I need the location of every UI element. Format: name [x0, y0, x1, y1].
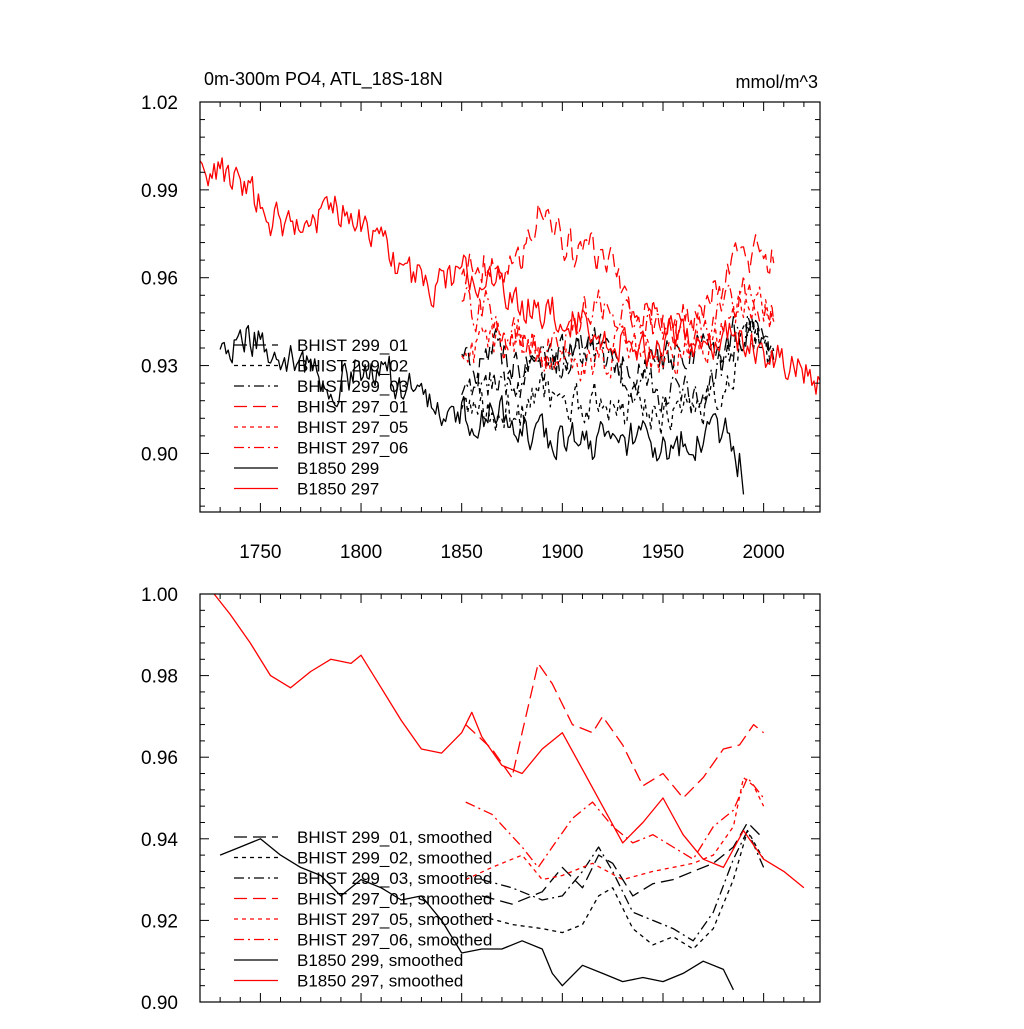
y-tick-label: 1.02 [141, 93, 178, 114]
legend-item: BHIST 299_01 [234, 336, 408, 355]
legend-item: B1850 299, smoothed [234, 951, 463, 970]
legend-item: BHIST 297_01 [234, 398, 408, 417]
series-line-4 [461, 203, 775, 345]
y-tick-label: 0.98 [141, 667, 178, 688]
y-tick-label: 1.00 [141, 585, 178, 606]
series-layer [213, 594, 805, 991]
legend-label: B1850 297 [297, 480, 379, 499]
legend-item: BHIST 299_02 [234, 357, 408, 376]
legend-label: B1850 297, smoothed [297, 972, 463, 991]
y-tick-label: 0.92 [141, 911, 178, 932]
y-tick-label: 0.99 [141, 181, 178, 202]
legend-label: BHIST 297_05 [297, 418, 408, 437]
legend-item: BHIST 299_03 [234, 377, 408, 396]
legend-item: BHIST 297_01, smoothed [234, 890, 492, 909]
series-line-2 [461, 321, 775, 436]
series-line-4 [465, 662, 765, 799]
series-line-8 [213, 594, 805, 889]
series-line-6 [465, 776, 765, 869]
legend-label: BHIST 299_01 [297, 336, 408, 355]
legend-item: B1850 297, smoothed [234, 972, 463, 991]
legend-item: BHIST 297_06 [234, 439, 408, 458]
y-tick-label: 0.96 [141, 269, 178, 290]
legend-label: BHIST 297_05, smoothed [297, 910, 492, 929]
legend-label: B1850 299, smoothed [297, 951, 463, 970]
x-tick-label: 1800 [340, 542, 382, 563]
legend-item: BHIST 299_03, smoothed [234, 869, 492, 888]
legend-item: B1850 299 [234, 459, 379, 478]
y-tick-label: 0.90 [141, 993, 178, 1014]
series-line-3 [461, 314, 775, 415]
legend-label: BHIST 297_01, smoothed [297, 890, 492, 909]
panel-1: 1750 1800 1850 1900 1950 2000 0.90 0.93 0.96 0.99… [141, 69, 821, 563]
series-line-6 [461, 275, 775, 372]
x-tick-label: 1750 [239, 542, 281, 563]
legend-item: BHIST 299_02, smoothed [234, 849, 492, 868]
legend-label: BHIST 299_01, smoothed [297, 828, 492, 847]
legend-item: BHIST 297_05, smoothed [234, 910, 492, 929]
legend-label: BHIST 297_06, smoothed [297, 931, 492, 950]
plot-frame [199, 101, 821, 513]
legend-label: BHIST 297_06 [297, 439, 408, 458]
x-tick-label: 1950 [642, 542, 684, 563]
legend-item: BHIST 297_06, smoothed [234, 931, 492, 950]
panel-2: 0.90 0.92 0.94 0.96 0.98 1.00 BHIST 299_01, sm… [141, 585, 821, 1014]
y-tick-label: 0.94 [141, 830, 178, 851]
series-line-7 [219, 324, 745, 495]
legend-item: BHIST 299_01, smoothed [234, 828, 492, 847]
legend-label: BHIST 299_03, smoothed [297, 869, 492, 888]
units-label: mmol/m^3 [736, 72, 818, 92]
series-line-5 [465, 776, 765, 881]
legend-label: BHIST 299_02, smoothed [297, 849, 492, 868]
plot-frame [199, 593, 821, 1003]
chart-title: 0m-300m PO4, ATL_18S-18N [204, 69, 443, 90]
y-tick-label: 0.93 [141, 357, 178, 378]
series-line-1 [481, 821, 765, 905]
legend-label: B1850 299 [297, 459, 379, 478]
y-tick-label: 0.96 [141, 748, 178, 769]
series-line-8 [200, 157, 820, 395]
x-tick-label: 2000 [742, 542, 784, 563]
legend-label: BHIST 297_01 [297, 398, 408, 417]
series-line-7 [219, 838, 734, 991]
y-tick-label: 0.90 [141, 444, 178, 465]
legend: BHIST 299_01, smoothed BHIST 299_02, smoo… [234, 828, 492, 991]
legend-label: BHIST 299_03 [297, 377, 408, 396]
legend-label: BHIST 299_02 [297, 357, 408, 376]
legend-item: BHIST 297_05 [234, 418, 408, 437]
x-tick-label: 1850 [441, 542, 483, 563]
series-line-1 [461, 315, 775, 389]
x-tick-label: 1900 [541, 542, 583, 563]
legend-item: B1850 297 [234, 480, 379, 499]
series-layer [200, 157, 820, 495]
